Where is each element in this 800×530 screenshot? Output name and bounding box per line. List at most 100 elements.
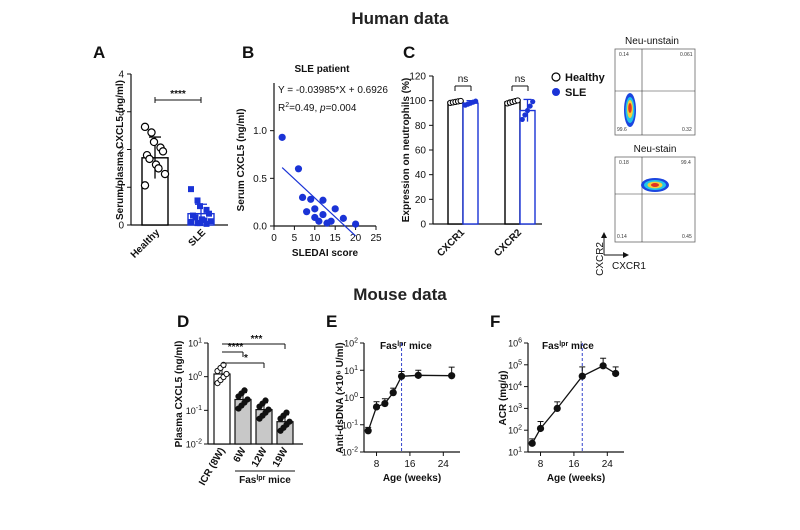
c-ytick-label: 20	[415, 195, 427, 206]
a-point-healthy	[149, 137, 159, 147]
a-significance: ****	[170, 89, 186, 100]
e-title-title_rest: mice	[406, 341, 432, 352]
e-ytick-base: 10	[344, 366, 354, 376]
a-point-healthy	[140, 181, 150, 190]
e-xtick-label: 16	[404, 459, 416, 470]
d-significance: ****	[228, 342, 244, 353]
d-ytick-label-base: 10	[186, 440, 196, 450]
mouse-data-title: Mouse data	[353, 285, 447, 304]
c-point-healthy	[514, 97, 521, 104]
flow-bottom-q2: 99.4	[681, 160, 691, 166]
a-ytick-label: 2	[118, 145, 124, 156]
e-point	[389, 389, 397, 397]
b-stats-stats_r2: R	[278, 103, 285, 114]
c-point-sle	[519, 116, 525, 123]
e-xtick-label: 8	[374, 459, 380, 470]
f-ytick-base: 10	[508, 382, 518, 392]
f-point	[578, 372, 586, 380]
b-point	[319, 210, 327, 219]
b-point	[331, 205, 339, 213]
panel-letter-c: C	[403, 43, 415, 62]
f-xtick-label: 8	[538, 459, 544, 470]
e-ytick-exp: -2	[352, 447, 358, 454]
panel-letter-e: E	[326, 312, 337, 331]
d-point	[220, 361, 227, 369]
b-point	[327, 217, 335, 225]
c-bar-sle-cxcr2	[519, 109, 536, 225]
b-point	[352, 220, 360, 228]
e-ytick-exp: -1	[352, 419, 358, 426]
e-ytick-label: 10-1	[342, 419, 358, 430]
flow-x-axis-label: CXCR1	[612, 261, 646, 272]
a-point-sle	[197, 220, 203, 227]
b-point	[294, 165, 303, 173]
d-significance: ***	[251, 334, 263, 345]
c-ytick-label: 120	[409, 72, 426, 83]
f-point	[528, 439, 536, 447]
f-ytick-base: 10	[508, 426, 518, 436]
f-title: Faslpr mice	[542, 341, 594, 352]
d-category-label: 12W	[250, 446, 270, 470]
e-ytick-label: 100	[344, 392, 358, 403]
flow-top-label: Neu-unstain	[625, 36, 679, 47]
flow-y-axis-label: CXCR2	[595, 242, 606, 276]
flow-bottom-label: Neu-stain	[634, 144, 677, 155]
c-legend-healthy-marker	[551, 72, 561, 82]
f-point	[599, 362, 607, 370]
f-ytick-base: 10	[508, 339, 518, 349]
b-point	[307, 195, 315, 203]
f-ytick-label: 103	[508, 403, 522, 414]
f-ytick-exp: 2	[518, 425, 522, 432]
c-ytick-label: 60	[415, 146, 427, 157]
d-significance: *	[244, 353, 248, 364]
panel-letter-a: A	[93, 43, 105, 62]
c-point-healthy	[457, 97, 464, 105]
a-point-sle	[201, 217, 208, 224]
flow-bottom-blob-core	[651, 183, 659, 187]
c-point-sle	[530, 99, 536, 105]
a-ytick-label: 0	[118, 221, 124, 232]
d-ytick-label-exp: -2	[196, 439, 202, 446]
d-group-label: Faslpr mice	[239, 475, 291, 486]
flow-top-q1: 0.14	[619, 52, 629, 58]
a-point-sle	[188, 218, 194, 225]
c-point-sle	[527, 103, 533, 109]
a-ytick-label: 4	[118, 70, 124, 81]
c-bar-sle-cxcr1	[462, 102, 479, 225]
d-group-label-group_label_rest: mice	[265, 475, 291, 486]
f-title-title: Fas	[542, 341, 560, 352]
d-ytick-label-exp: 1	[198, 338, 202, 345]
e-ytick-base: 10	[342, 420, 352, 430]
c-bar-healthy-cxcr1	[447, 101, 464, 225]
f-point	[536, 424, 545, 433]
a-point-healthy	[147, 128, 156, 137]
d-ytick-label: 101	[188, 338, 202, 349]
a-ytick-label: 3	[118, 107, 124, 118]
d-point	[241, 387, 248, 394]
panel-letter-f: F	[490, 312, 500, 331]
e-point	[364, 427, 372, 435]
c-legend-healthy-label: Healthy	[565, 72, 606, 84]
d-y-axis-label: Plasma CXCL5 (ng/ml)	[174, 341, 185, 448]
d-category-label: 19W	[271, 446, 291, 470]
d-ytick-label-base: 10	[188, 372, 198, 382]
d-ytick-label-base: 10	[186, 406, 196, 416]
e-title: Faslpr mice	[380, 341, 432, 352]
f-ytick-base: 10	[508, 448, 518, 458]
c-significance: ns	[515, 74, 526, 85]
c-ytick-label: 0	[420, 220, 426, 231]
c-category-label: CXCR2	[492, 227, 524, 259]
e-point	[397, 372, 406, 380]
e-ytick-exp: 1	[354, 365, 358, 372]
f-series-line	[531, 365, 617, 444]
f-xtick-label: 24	[602, 459, 614, 470]
b-stats: R2=0.49, p=0.004	[278, 102, 357, 114]
d-group-label-group_label: Fas	[239, 475, 257, 486]
e-ytick-label: 102	[344, 338, 358, 349]
a-category-label: SLE	[187, 227, 209, 249]
f-ytick-exp: 4	[518, 381, 522, 388]
d-ytick-label-exp: 0	[198, 371, 202, 378]
f-point	[553, 404, 561, 412]
